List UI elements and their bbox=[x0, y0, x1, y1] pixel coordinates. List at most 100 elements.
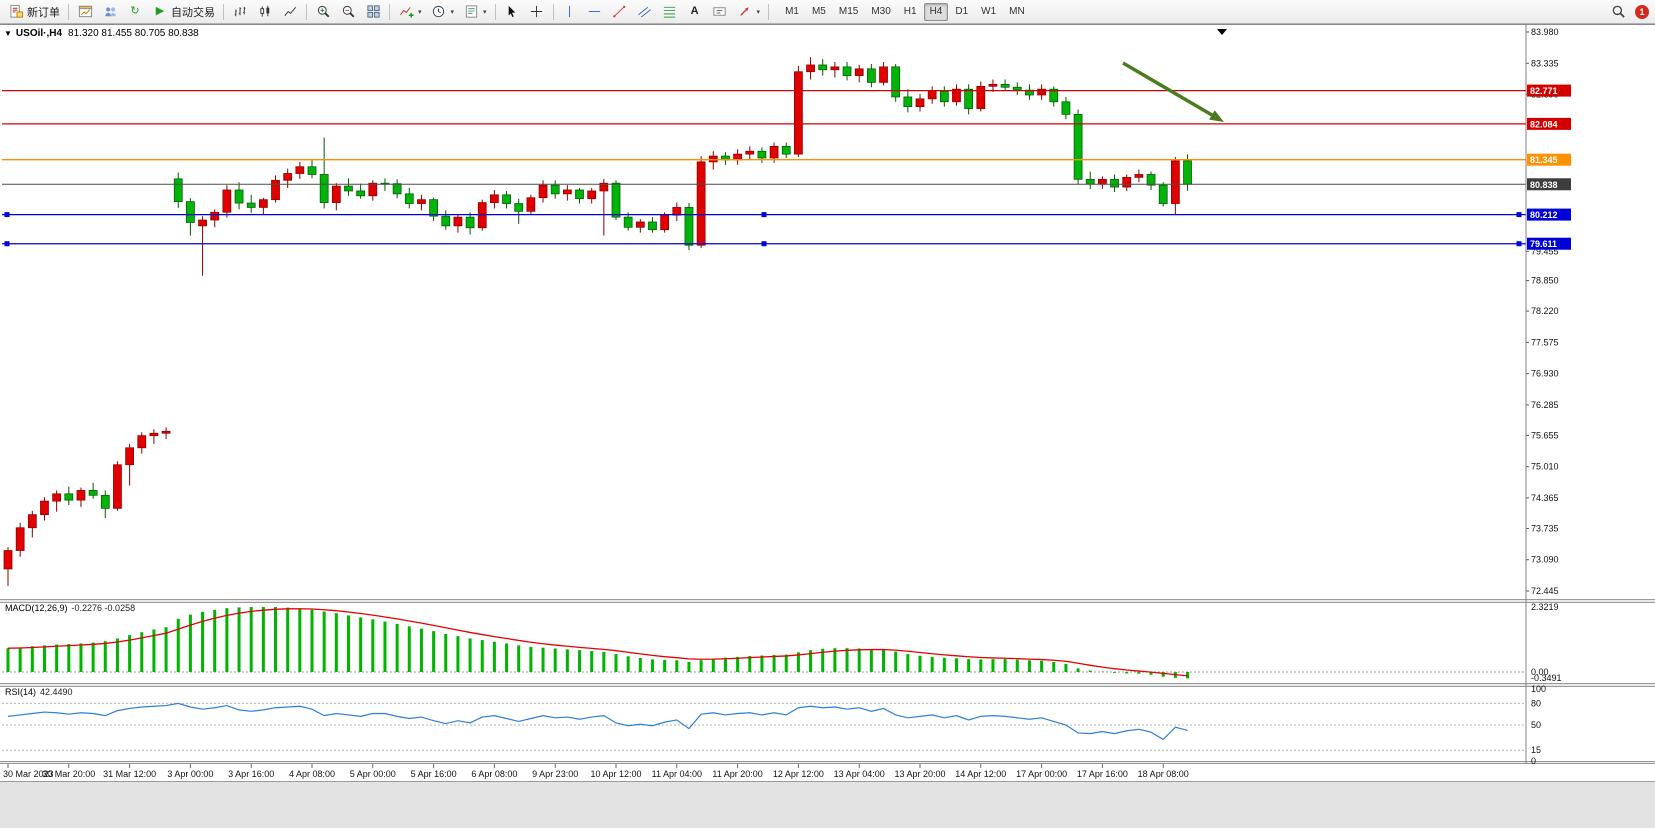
zoom-in-button[interactable] bbox=[311, 2, 335, 22]
candle-body bbox=[1073, 114, 1083, 180]
text-label-tool-button[interactable] bbox=[708, 2, 732, 22]
notification-badge[interactable]: 1 bbox=[1635, 4, 1649, 19]
crosshair-tool-button[interactable] bbox=[525, 2, 549, 22]
new-chart-button[interactable] bbox=[73, 2, 97, 22]
timeframe-m15-button[interactable]: M15 bbox=[833, 3, 864, 21]
arrows-tool-icon bbox=[737, 4, 753, 20]
chart-shift-marker[interactable] bbox=[1217, 29, 1227, 35]
line-handle[interactable] bbox=[4, 241, 10, 247]
timeframe-h4-button[interactable]: H4 bbox=[923, 2, 949, 21]
price-scale-label: 75.010 bbox=[1531, 462, 1559, 472]
chart-plot-area[interactable] bbox=[0, 25, 1526, 596]
timeframe-m5-button[interactable]: M5 bbox=[806, 3, 832, 21]
time-axis-label: 14 Apr 12:00 bbox=[955, 769, 1006, 779]
candle-body bbox=[404, 193, 414, 204]
zoom-in-icon bbox=[315, 4, 331, 20]
line-handle[interactable] bbox=[1516, 241, 1522, 247]
timeframes-menu-button[interactable]: ▾ bbox=[427, 2, 459, 22]
time-axis-label: 31 Mar 12:00 bbox=[103, 769, 156, 779]
one-click-trading-toggle[interactable]: ▼ bbox=[4, 29, 12, 38]
timeframe-m30-button[interactable]: M30 bbox=[865, 3, 896, 21]
main-toolbar: 新订单 ↻ ▶ 自动交易 bbox=[0, 0, 1655, 24]
candle-body bbox=[745, 150, 755, 155]
time-axis-label: 4 Apr 08:00 bbox=[289, 769, 335, 779]
candle-body bbox=[781, 145, 791, 155]
horizontal-line-tool-button[interactable] bbox=[583, 2, 607, 22]
candle-body bbox=[696, 161, 706, 246]
candle-body bbox=[1158, 184, 1168, 204]
price-tag-label: 80.212 bbox=[1530, 210, 1558, 220]
time-axis-label: 30 Mar 2023 bbox=[3, 769, 54, 779]
dropdown-caret-icon: ▾ bbox=[418, 8, 422, 16]
toolbar-separator bbox=[389, 3, 390, 20]
fibonacci-tool-button[interactable] bbox=[658, 2, 682, 22]
vertical-line-icon bbox=[562, 4, 578, 20]
price-scale-area[interactable] bbox=[1526, 25, 1655, 764]
bar-chart-icon bbox=[232, 4, 248, 20]
chart-ohlc-values: 81.320 81.455 80.705 80.838 bbox=[68, 28, 199, 39]
candle-body bbox=[866, 68, 876, 83]
search-button[interactable] bbox=[1606, 2, 1630, 22]
fibonacci-icon bbox=[662, 4, 678, 20]
candle-body bbox=[794, 71, 803, 155]
candle-body bbox=[186, 201, 195, 223]
refresh-button[interactable]: ↻ bbox=[123, 2, 147, 22]
panel-separator[interactable] bbox=[0, 599, 1655, 603]
text-tool-button[interactable]: A bbox=[683, 2, 707, 22]
status-bar bbox=[0, 781, 1655, 828]
trendline-tool-button[interactable] bbox=[608, 2, 632, 22]
line-chart-mode-button[interactable] bbox=[278, 2, 302, 22]
candle-body bbox=[976, 85, 986, 109]
chart-symbol-label: USOil·,H4 bbox=[15, 28, 63, 39]
zoom-out-button[interactable] bbox=[336, 2, 360, 22]
time-scale-area[interactable] bbox=[0, 764, 1526, 782]
price-tag-label: 82.771 bbox=[1530, 86, 1558, 96]
timeframe-h1-button[interactable]: H1 bbox=[898, 3, 923, 21]
panel-separator[interactable] bbox=[0, 761, 1655, 764]
candle-body bbox=[417, 199, 426, 204]
indicators-button[interactable]: ▾ bbox=[394, 2, 426, 22]
candle-body bbox=[113, 464, 122, 509]
candle-body bbox=[988, 83, 998, 87]
candle-body bbox=[319, 174, 329, 203]
templates-button[interactable]: ▾ bbox=[459, 2, 491, 22]
time-axis-label: 3 Apr 16:00 bbox=[228, 769, 274, 779]
macd-scale-label: -0.3491 bbox=[1531, 673, 1562, 683]
candle-body bbox=[1122, 177, 1132, 188]
trend-arrow[interactable] bbox=[1122, 61, 1217, 119]
line-handle[interactable] bbox=[4, 212, 10, 218]
timeframe-w1-button[interactable]: W1 bbox=[975, 3, 1002, 21]
candlestick-mode-button[interactable] bbox=[253, 2, 277, 22]
cursor-icon bbox=[504, 4, 520, 20]
timeframe-m1-button[interactable]: M1 bbox=[779, 3, 805, 21]
price-tag-label: 80.838 bbox=[1530, 180, 1558, 190]
vertical-line-tool-button[interactable] bbox=[558, 2, 582, 22]
macd-values: -0.2276 -0.0258 bbox=[71, 603, 136, 613]
arrows-tool-button[interactable]: ▾ bbox=[733, 2, 765, 22]
price-tag bbox=[1527, 117, 1571, 130]
timeframe-d1-button[interactable]: D1 bbox=[949, 3, 974, 21]
autotrading-button[interactable]: ▶ 自动交易 bbox=[148, 2, 219, 22]
timeframe-mn-button[interactable]: MN bbox=[1003, 3, 1031, 21]
time-axis-label: 5 Apr 00:00 bbox=[350, 769, 396, 779]
profiles-button[interactable] bbox=[98, 2, 122, 22]
tile-windows-button[interactable] bbox=[361, 2, 385, 22]
channel-tool-button[interactable] bbox=[633, 2, 657, 22]
cursor-tool-button[interactable] bbox=[500, 2, 524, 22]
toolbar-separator bbox=[306, 3, 307, 20]
line-handle[interactable] bbox=[761, 212, 767, 218]
new-order-button[interactable]: 新订单 bbox=[4, 2, 64, 22]
chart-canvas[interactable]: 83.98083.33582.69079.45578.85078.22077.5… bbox=[0, 25, 1655, 782]
candle-body bbox=[891, 66, 901, 98]
line-chart-icon bbox=[282, 4, 298, 20]
candle-body bbox=[125, 447, 134, 466]
search-icon bbox=[1610, 4, 1626, 20]
line-handle[interactable] bbox=[1516, 212, 1522, 218]
time-axis-label: 11 Apr 20:00 bbox=[712, 769, 762, 779]
line-handle[interactable] bbox=[761, 241, 767, 247]
price-tag-label: 81.345 bbox=[1530, 155, 1558, 165]
bar-chart-mode-button[interactable] bbox=[228, 2, 252, 22]
price-scale-label: 73.735 bbox=[1531, 523, 1559, 533]
time-axis-label: 17 Apr 00:00 bbox=[1016, 769, 1067, 779]
panel-separator[interactable] bbox=[0, 683, 1655, 687]
